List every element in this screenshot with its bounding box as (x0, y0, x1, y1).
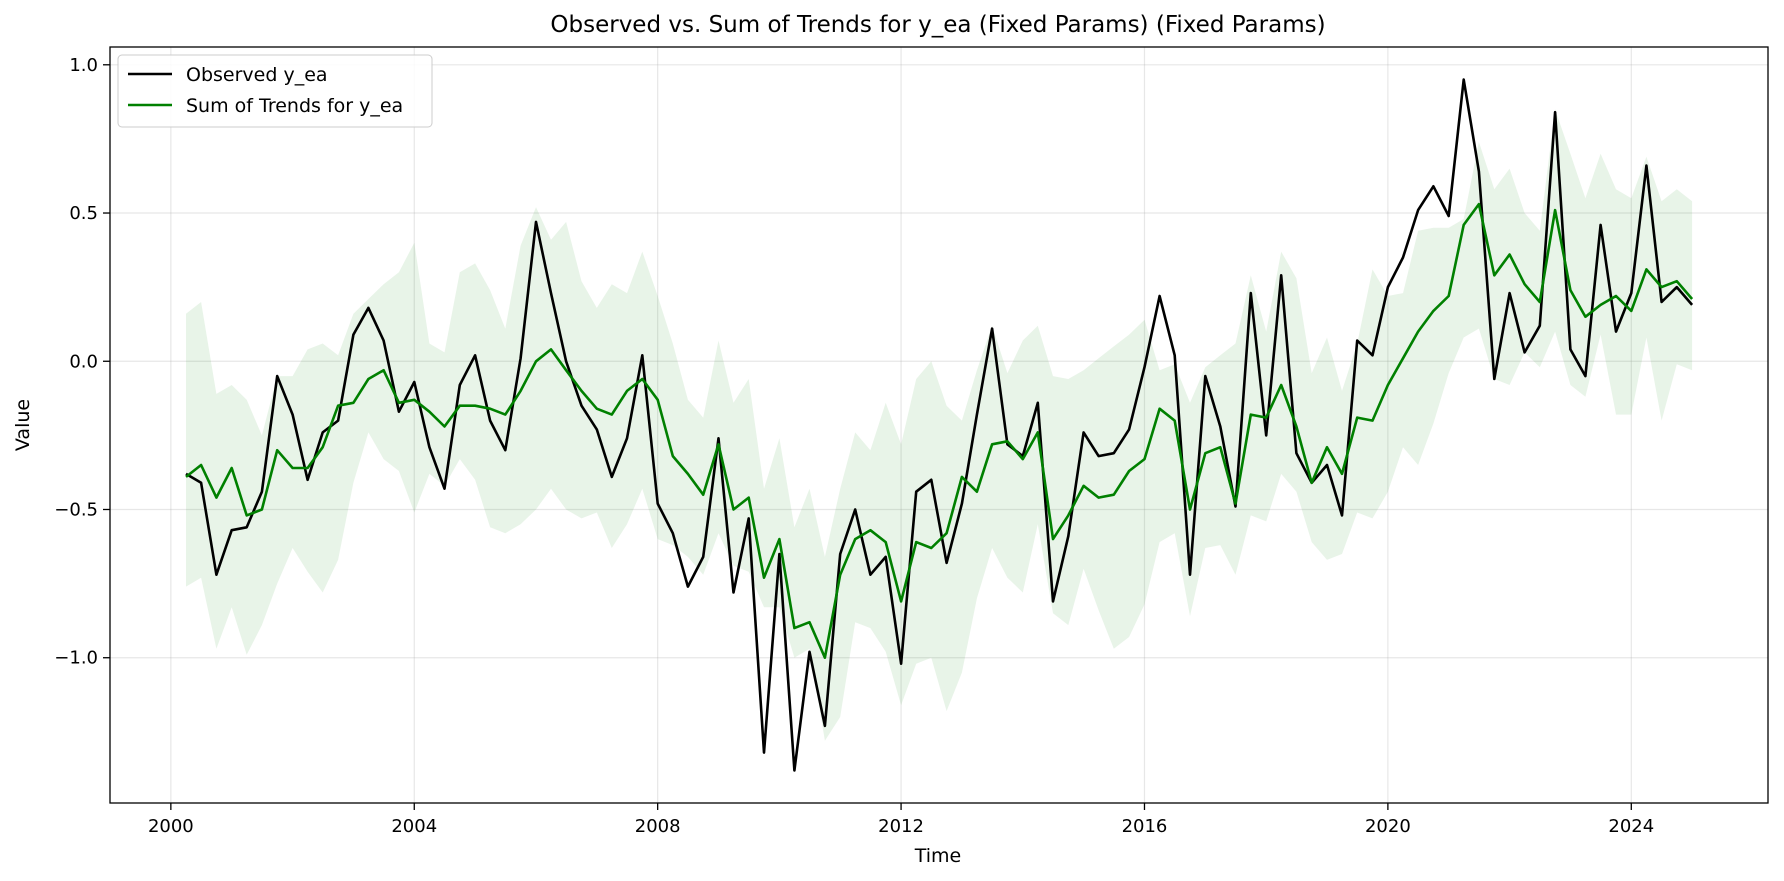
y-tick-label: −0.5 (54, 499, 98, 520)
plot-frame (109, 46, 1769, 804)
y-axis-ticks: 1.0 0.5 0.0 −0.5 −1.0 (54, 55, 110, 669)
legend: Observed y_ea Sum of Trends for y_ea (117, 54, 433, 128)
x-tick-label: 2000 (148, 816, 194, 837)
x-tick-label: 2012 (878, 816, 924, 837)
y-tick-label: 1.0 (69, 55, 98, 76)
legend-label-sum-of-trends: Sum of Trends for y_ea (186, 95, 403, 117)
observed-series-line (185, 78, 1694, 772)
y-tick-label: −1.0 (54, 648, 98, 669)
legend-label-observed: Observed y_ea (186, 64, 328, 86)
confidence-band (186, 109, 1693, 741)
series-lines (185, 78, 1694, 772)
x-tick-label: 2020 (1365, 816, 1411, 837)
x-tick-label: 2016 (1122, 816, 1168, 837)
y-axis-label: Value (12, 399, 34, 451)
chart-title: Observed vs. Sum of Trends for y_ea (Fix… (550, 12, 1325, 38)
x-axis-label: Time (914, 845, 962, 867)
sum-of-trends-band (186, 109, 1693, 741)
x-tick-label: 2008 (635, 816, 681, 837)
x-axis-ticks: 2000 2004 2008 2012 2016 2020 2024 (148, 803, 1654, 837)
y-tick-label: 0.5 (69, 203, 98, 224)
y-tick-label: 0.0 (69, 351, 98, 372)
sum-of-trends-series-line (185, 202, 1694, 660)
legend-box (117, 54, 433, 128)
x-tick-label: 2004 (391, 816, 437, 837)
x-tick-label: 2024 (1608, 816, 1654, 837)
